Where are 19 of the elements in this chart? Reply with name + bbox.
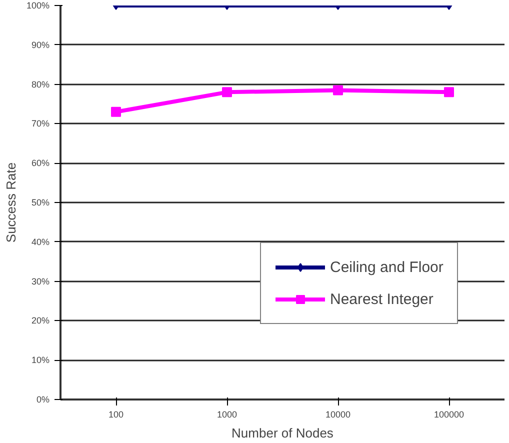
y-tick-label: 80%: [31, 79, 50, 90]
y-axis-title: Success Rate: [3, 162, 18, 243]
y-tick-label: 0%: [36, 394, 50, 404]
x-tick-label: 1000: [216, 410, 238, 420]
y-tick-label: 60%: [31, 158, 50, 168]
y-tick-label: 70%: [31, 118, 50, 129]
x-tick-label: 100: [108, 410, 124, 420]
y-tick-label: 10%: [31, 355, 50, 366]
y-tick-label: 100%: [26, 0, 50, 10]
y-tick-label: 90%: [31, 40, 50, 50]
y-tick-label: 20%: [31, 316, 50, 326]
x-tick-label: 10000: [325, 410, 351, 420]
legend-label: Nearest Integer: [330, 290, 434, 308]
y-tick-label: 40%: [31, 236, 50, 247]
y-tick-label: 30%: [31, 276, 50, 286]
legend-label: Ceiling and Floor: [330, 258, 444, 276]
x-axis-title: Number of Nodes: [232, 426, 334, 440]
y-tick-label: 50%: [31, 198, 50, 208]
x-tick-label: 100000: [434, 410, 464, 420]
